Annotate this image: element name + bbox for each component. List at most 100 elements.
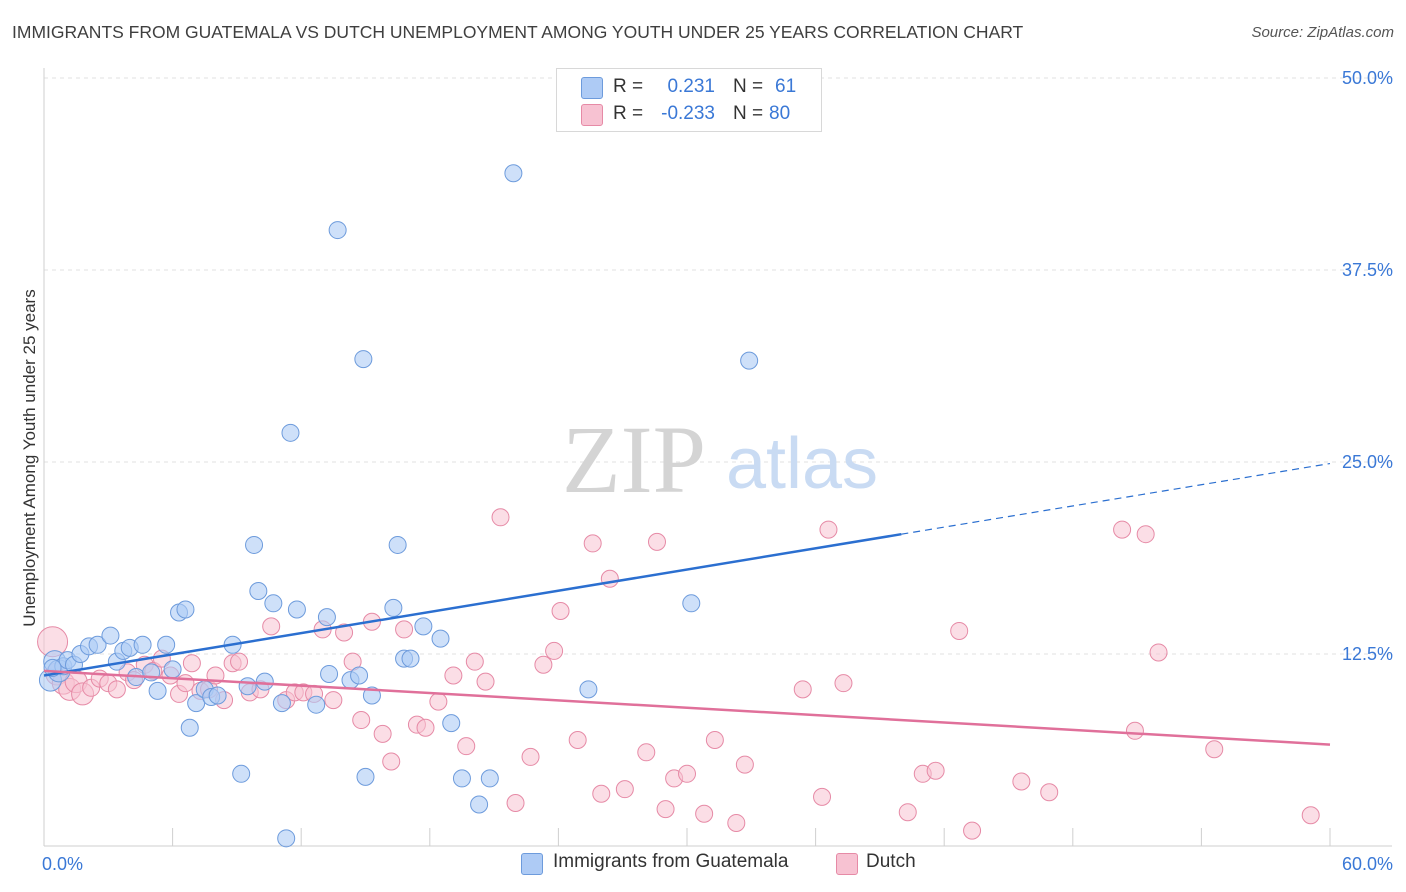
guatemala-trend-projection [901, 462, 1331, 535]
axes [43, 68, 1392, 847]
guatemala-point [384, 598, 403, 617]
dutch-point [324, 691, 343, 710]
guatemala-point [255, 672, 274, 691]
dutch-point [335, 623, 354, 642]
dutch-point [615, 780, 634, 799]
guatemala-point [401, 649, 420, 668]
dutch-point [705, 731, 724, 750]
guatemala-trend-line [43, 532, 902, 677]
dutch-point [1136, 525, 1155, 544]
guatemala-point [277, 829, 296, 848]
guatemala-point [208, 686, 227, 705]
legend-swatch-guatemala [581, 77, 603, 99]
x-tick-label-right: 60.0% [1342, 854, 1393, 874]
y-tick-label: 25.0% [1342, 452, 1393, 472]
guatemala-point [328, 221, 347, 240]
guatemala-point [682, 594, 701, 613]
guatemala-point [238, 677, 257, 696]
guatemala-point [480, 769, 499, 788]
guatemala-point [88, 635, 107, 654]
guatemala-point [232, 764, 251, 783]
legend-n-value-dutch: 80 [769, 103, 791, 124]
dutch-point [107, 680, 126, 699]
dutch-point [950, 621, 969, 640]
watermark: ZIP atlas [562, 406, 878, 513]
chart-title: IMMIGRANTS FROM GUATEMALA VS DUTCH UNEMP… [12, 22, 1024, 42]
dutch-point [551, 601, 570, 620]
dutch-point [568, 731, 587, 750]
guatemala-point [163, 660, 182, 679]
dutch-point [600, 569, 619, 588]
dutch-point [373, 724, 392, 743]
guatemala-point [249, 582, 268, 601]
guatemala-point [452, 769, 471, 788]
dutch-point [476, 672, 495, 691]
dutch-point [521, 747, 540, 766]
dutch-point [583, 534, 602, 553]
guatemala-point [148, 681, 167, 700]
dutch-point [230, 652, 249, 671]
dutch-point [1301, 806, 1320, 825]
dutch-point [1113, 520, 1132, 539]
bottom-legend-dutch: Dutch [866, 851, 916, 872]
guatemala-point [281, 423, 300, 442]
guatemala-point [264, 594, 283, 613]
dutch-point [534, 655, 553, 674]
guatemala-point [740, 351, 759, 370]
dutch-point [1125, 721, 1144, 740]
dutch-point [491, 508, 510, 527]
guatemala-point [320, 664, 339, 683]
legend-swatch-dutch [581, 104, 603, 126]
tick-labels: 50.0% 37.5% 25.0% 12.5% 0.0% 60.0% [42, 68, 1393, 874]
dutch-point [416, 718, 435, 737]
dutch-point [1149, 643, 1168, 662]
y-tick-label: 50.0% [1342, 68, 1393, 88]
dutch-point [506, 793, 525, 812]
guatemala-point [133, 635, 152, 654]
dutch-point [182, 654, 201, 673]
legend-n-value-guatemala: 61 [775, 76, 797, 97]
dutch-point [637, 743, 656, 762]
guatemala-point [414, 617, 433, 636]
guatemala-point [442, 714, 461, 733]
guatemala-point [579, 680, 598, 699]
dutch-point [647, 532, 666, 551]
guatemala-point [350, 666, 369, 685]
bottom-legend-swatch-guatemala [521, 853, 543, 875]
dutch-point [465, 652, 484, 671]
dutch-point [382, 752, 401, 771]
dutch-point [813, 787, 832, 806]
guatemala-point [176, 600, 195, 619]
legend-n-label: N = [733, 103, 764, 124]
legend-r-label: R = [613, 103, 644, 124]
dutch-point [262, 617, 281, 636]
dutch-point [834, 674, 853, 693]
dutch-point [395, 620, 414, 639]
guatemala-points [38, 164, 759, 848]
dutch-point [793, 680, 812, 699]
dutch-point [735, 755, 754, 774]
dutch-points [37, 508, 1320, 840]
dutch-trend-line [43, 669, 1331, 746]
dutch-point [592, 784, 611, 803]
guatemala-point [354, 350, 373, 369]
source-credit: Source: ZipAtlas.com [1251, 24, 1394, 41]
guatemala-point [362, 686, 381, 705]
dutch-point [656, 800, 675, 819]
legend-n-label: N = [733, 76, 764, 97]
trend-lines [43, 462, 1331, 746]
guatemala-point [470, 795, 489, 814]
dutch-point [545, 641, 564, 660]
guatemala-point [307, 695, 326, 714]
guatemala-point [180, 718, 199, 737]
dutch-point [1040, 783, 1059, 802]
guatemala-point [504, 164, 523, 183]
guatemala-point [245, 535, 264, 554]
guatemala-point [317, 608, 336, 627]
y-axis-label: Unemployment Among Youth under 25 years [20, 289, 39, 627]
dutch-point [727, 813, 746, 832]
dutch-point [898, 803, 917, 822]
grid-lines [44, 77, 1392, 655]
guatemala-point [101, 626, 120, 645]
